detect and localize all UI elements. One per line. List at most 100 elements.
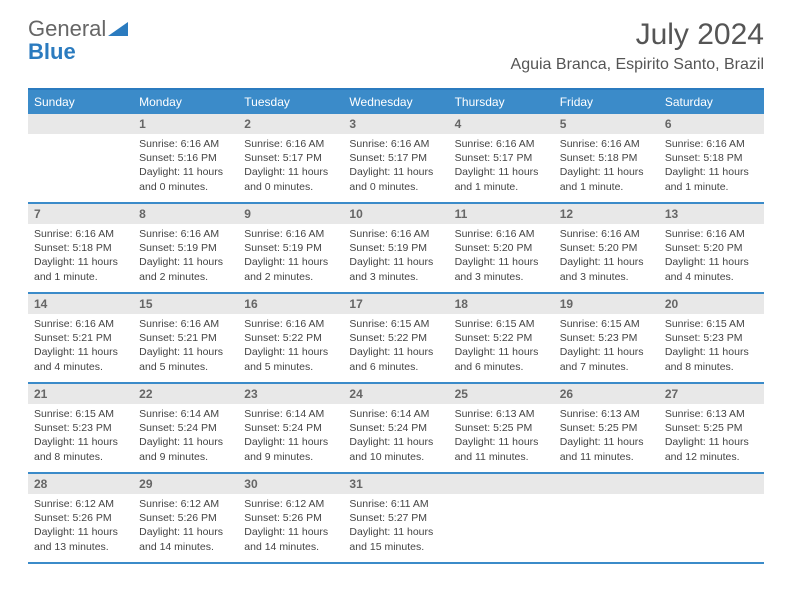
daylight-text: Daylight: 11 hours and 3 minutes. [349, 255, 442, 283]
calendar-cell: 10Sunrise: 6:16 AMSunset: 5:19 PMDayligh… [343, 204, 448, 292]
sunset-text: Sunset: 5:22 PM [455, 331, 548, 345]
day-number-empty [659, 474, 764, 494]
day-number: 6 [659, 114, 764, 134]
sunset-text: Sunset: 5:18 PM [34, 241, 127, 255]
sunrise-text: Sunrise: 6:16 AM [455, 137, 548, 151]
daylight-text: Daylight: 11 hours and 10 minutes. [349, 435, 442, 463]
day-number-empty [554, 474, 659, 494]
sunrise-text: Sunrise: 6:12 AM [244, 497, 337, 511]
day-number: 9 [238, 204, 343, 224]
daylight-text: Daylight: 11 hours and 15 minutes. [349, 525, 442, 553]
calendar-cell: 2Sunrise: 6:16 AMSunset: 5:17 PMDaylight… [238, 114, 343, 202]
calendar-cell: 24Sunrise: 6:14 AMSunset: 5:24 PMDayligh… [343, 384, 448, 472]
week-row: 1Sunrise: 6:16 AMSunset: 5:16 PMDaylight… [28, 114, 764, 204]
calendar-cell [659, 474, 764, 562]
sunrise-text: Sunrise: 6:13 AM [455, 407, 548, 421]
day-info: Sunrise: 6:16 AMSunset: 5:21 PMDaylight:… [133, 314, 238, 378]
sunset-text: Sunset: 5:19 PM [349, 241, 442, 255]
sunrise-text: Sunrise: 6:12 AM [139, 497, 232, 511]
week-row: 14Sunrise: 6:16 AMSunset: 5:21 PMDayligh… [28, 294, 764, 384]
day-headers-row: Sunday Monday Tuesday Wednesday Thursday… [28, 90, 764, 114]
sunrise-text: Sunrise: 6:14 AM [349, 407, 442, 421]
sunrise-text: Sunrise: 6:15 AM [665, 317, 758, 331]
day-info: Sunrise: 6:13 AMSunset: 5:25 PMDaylight:… [554, 404, 659, 468]
sunrise-text: Sunrise: 6:16 AM [244, 137, 337, 151]
day-number: 12 [554, 204, 659, 224]
calendar: Sunday Monday Tuesday Wednesday Thursday… [28, 88, 764, 564]
sunset-text: Sunset: 5:20 PM [455, 241, 548, 255]
day-number: 7 [28, 204, 133, 224]
day-number-empty [28, 114, 133, 134]
day-info: Sunrise: 6:16 AMSunset: 5:21 PMDaylight:… [28, 314, 133, 378]
calendar-cell: 25Sunrise: 6:13 AMSunset: 5:25 PMDayligh… [449, 384, 554, 472]
sunrise-text: Sunrise: 6:16 AM [665, 137, 758, 151]
daylight-text: Daylight: 11 hours and 11 minutes. [560, 435, 653, 463]
calendar-cell: 21Sunrise: 6:15 AMSunset: 5:23 PMDayligh… [28, 384, 133, 472]
calendar-cell: 22Sunrise: 6:14 AMSunset: 5:24 PMDayligh… [133, 384, 238, 472]
sunrise-text: Sunrise: 6:12 AM [34, 497, 127, 511]
day-info: Sunrise: 6:12 AMSunset: 5:26 PMDaylight:… [28, 494, 133, 558]
logo-text-block: General Blue [28, 18, 128, 63]
daylight-text: Daylight: 11 hours and 4 minutes. [665, 255, 758, 283]
day-head-sun: Sunday [28, 90, 133, 114]
calendar-cell: 12Sunrise: 6:16 AMSunset: 5:20 PMDayligh… [554, 204, 659, 292]
calendar-cell: 9Sunrise: 6:16 AMSunset: 5:19 PMDaylight… [238, 204, 343, 292]
day-info: Sunrise: 6:16 AMSunset: 5:18 PMDaylight:… [28, 224, 133, 288]
sunset-text: Sunset: 5:24 PM [139, 421, 232, 435]
weeks-container: 1Sunrise: 6:16 AMSunset: 5:16 PMDaylight… [28, 114, 764, 564]
day-info: Sunrise: 6:16 AMSunset: 5:19 PMDaylight:… [133, 224, 238, 288]
calendar-cell: 1Sunrise: 6:16 AMSunset: 5:16 PMDaylight… [133, 114, 238, 202]
sunrise-text: Sunrise: 6:16 AM [560, 227, 653, 241]
logo-word2: Blue [28, 41, 128, 63]
day-head-tue: Tuesday [238, 90, 343, 114]
calendar-cell: 8Sunrise: 6:16 AMSunset: 5:19 PMDaylight… [133, 204, 238, 292]
sunrise-text: Sunrise: 6:16 AM [34, 317, 127, 331]
day-number: 15 [133, 294, 238, 314]
logo-triangle-icon [108, 23, 128, 40]
sunset-text: Sunset: 5:17 PM [455, 151, 548, 165]
sunrise-text: Sunrise: 6:16 AM [139, 137, 232, 151]
sunset-text: Sunset: 5:22 PM [349, 331, 442, 345]
daylight-text: Daylight: 11 hours and 0 minutes. [139, 165, 232, 193]
day-info: Sunrise: 6:11 AMSunset: 5:27 PMDaylight:… [343, 494, 448, 558]
month-title: July 2024 [511, 18, 764, 52]
sunrise-text: Sunrise: 6:15 AM [455, 317, 548, 331]
calendar-cell: 26Sunrise: 6:13 AMSunset: 5:25 PMDayligh… [554, 384, 659, 472]
day-head-fri: Friday [554, 90, 659, 114]
sunrise-text: Sunrise: 6:13 AM [665, 407, 758, 421]
daylight-text: Daylight: 11 hours and 14 minutes. [139, 525, 232, 553]
daylight-text: Daylight: 11 hours and 8 minutes. [34, 435, 127, 463]
calendar-cell: 3Sunrise: 6:16 AMSunset: 5:17 PMDaylight… [343, 114, 448, 202]
sunrise-text: Sunrise: 6:15 AM [349, 317, 442, 331]
day-info: Sunrise: 6:14 AMSunset: 5:24 PMDaylight:… [133, 404, 238, 468]
day-head-sat: Saturday [659, 90, 764, 114]
day-number: 31 [343, 474, 448, 494]
daylight-text: Daylight: 11 hours and 9 minutes. [139, 435, 232, 463]
calendar-cell [449, 474, 554, 562]
sunrise-text: Sunrise: 6:13 AM [560, 407, 653, 421]
day-number: 10 [343, 204, 448, 224]
calendar-cell: 23Sunrise: 6:14 AMSunset: 5:24 PMDayligh… [238, 384, 343, 472]
sunrise-text: Sunrise: 6:16 AM [665, 227, 758, 241]
sunset-text: Sunset: 5:19 PM [244, 241, 337, 255]
day-info: Sunrise: 6:16 AMSunset: 5:17 PMDaylight:… [449, 134, 554, 198]
daylight-text: Daylight: 11 hours and 2 minutes. [244, 255, 337, 283]
day-info: Sunrise: 6:16 AMSunset: 5:17 PMDaylight:… [343, 134, 448, 198]
daylight-text: Daylight: 11 hours and 14 minutes. [244, 525, 337, 553]
title-block: July 2024 Aguia Branca, Espirito Santo, … [511, 18, 764, 74]
calendar-cell: 6Sunrise: 6:16 AMSunset: 5:18 PMDaylight… [659, 114, 764, 202]
day-number: 13 [659, 204, 764, 224]
calendar-cell: 20Sunrise: 6:15 AMSunset: 5:23 PMDayligh… [659, 294, 764, 382]
day-number: 27 [659, 384, 764, 404]
week-row: 7Sunrise: 6:16 AMSunset: 5:18 PMDaylight… [28, 204, 764, 294]
sunrise-text: Sunrise: 6:14 AM [139, 407, 232, 421]
sunset-text: Sunset: 5:22 PM [244, 331, 337, 345]
calendar-cell: 7Sunrise: 6:16 AMSunset: 5:18 PMDaylight… [28, 204, 133, 292]
day-number: 20 [659, 294, 764, 314]
day-info: Sunrise: 6:16 AMSunset: 5:19 PMDaylight:… [238, 224, 343, 288]
calendar-cell [554, 474, 659, 562]
sunset-text: Sunset: 5:24 PM [244, 421, 337, 435]
page-header: General Blue July 2024 Aguia Branca, Esp… [0, 0, 792, 78]
day-number: 23 [238, 384, 343, 404]
calendar-cell: 31Sunrise: 6:11 AMSunset: 5:27 PMDayligh… [343, 474, 448, 562]
